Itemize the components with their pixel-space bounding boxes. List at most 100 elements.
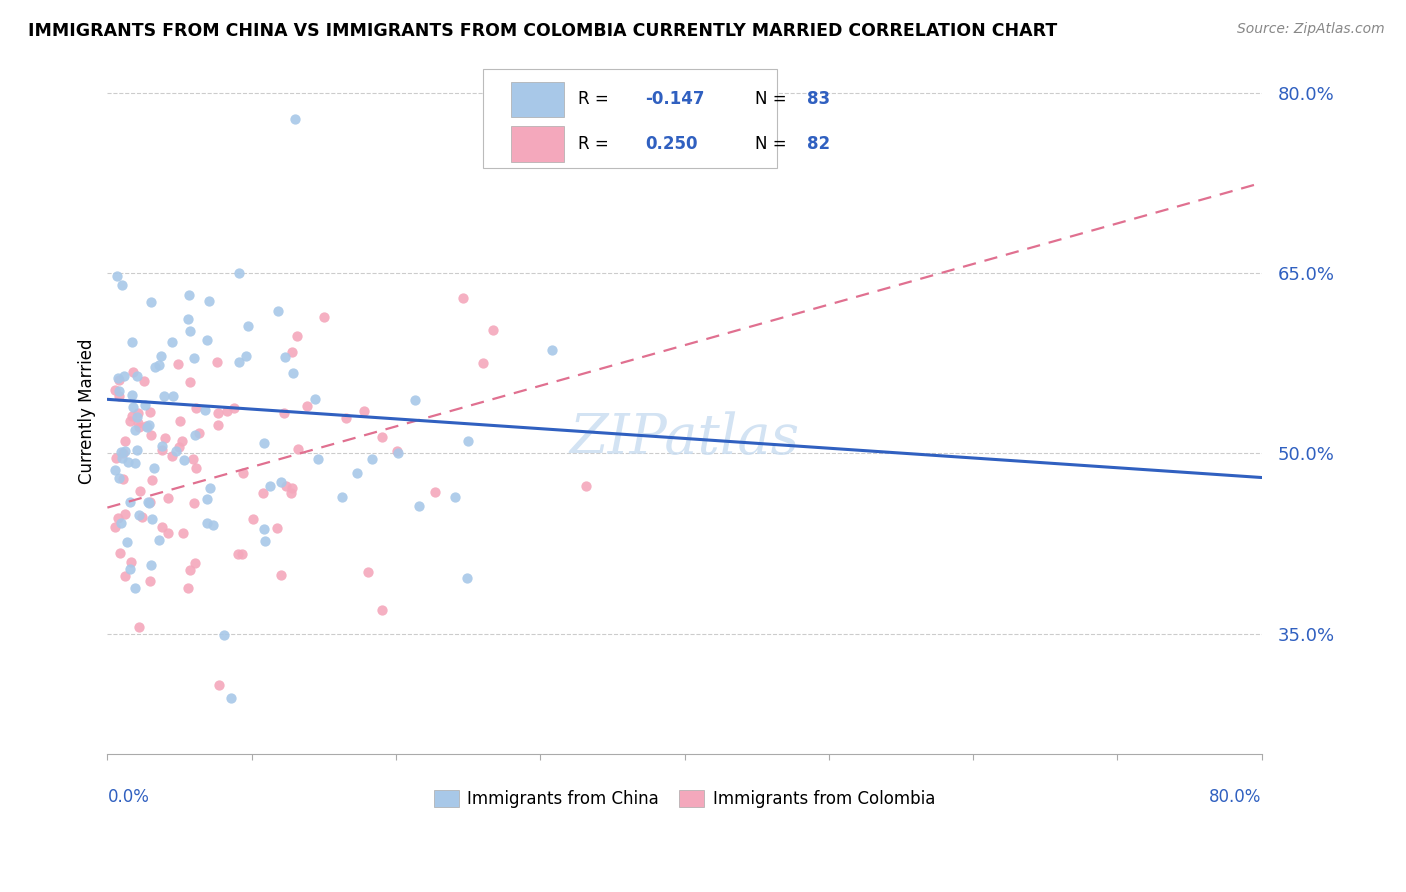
Point bbox=[111, 278, 134, 293]
Point bbox=[127, 368, 149, 383]
Point bbox=[252, 435, 274, 450]
Point bbox=[179, 324, 201, 338]
Point bbox=[451, 291, 474, 305]
Point bbox=[280, 486, 302, 500]
Point bbox=[242, 512, 264, 526]
Point bbox=[387, 443, 409, 458]
Point bbox=[335, 410, 357, 425]
Point bbox=[541, 343, 564, 358]
Point bbox=[131, 509, 153, 524]
Text: 82: 82 bbox=[807, 135, 830, 153]
Point bbox=[194, 402, 217, 417]
Point bbox=[112, 369, 135, 384]
Point bbox=[270, 475, 292, 489]
Point bbox=[231, 547, 253, 561]
Point bbox=[404, 393, 426, 408]
Point bbox=[107, 370, 129, 384]
Point bbox=[370, 430, 392, 444]
Point bbox=[183, 496, 205, 510]
Text: R =: R = bbox=[578, 90, 614, 108]
Point bbox=[127, 406, 149, 420]
Point bbox=[128, 420, 150, 434]
Point bbox=[183, 428, 205, 442]
Point bbox=[138, 405, 160, 419]
Point bbox=[287, 442, 309, 457]
Point bbox=[128, 483, 150, 498]
Point bbox=[183, 351, 205, 365]
Point bbox=[457, 434, 479, 448]
Point bbox=[135, 419, 157, 434]
Point bbox=[108, 384, 131, 399]
Point bbox=[162, 389, 184, 403]
Point bbox=[172, 526, 194, 541]
Point bbox=[217, 404, 239, 418]
Point bbox=[117, 455, 139, 469]
Point bbox=[136, 495, 159, 509]
Point bbox=[152, 442, 174, 457]
Point bbox=[273, 406, 295, 420]
Point bbox=[177, 581, 200, 595]
Text: ZIPatlas: ZIPatlas bbox=[569, 411, 800, 467]
Point bbox=[138, 574, 160, 589]
Point bbox=[252, 486, 274, 500]
Point bbox=[141, 512, 163, 526]
Point bbox=[266, 521, 288, 535]
Point bbox=[259, 479, 281, 493]
Point bbox=[135, 418, 157, 433]
Point bbox=[228, 266, 250, 280]
Point bbox=[127, 416, 149, 430]
Point bbox=[444, 490, 467, 504]
Point bbox=[254, 533, 277, 548]
Point bbox=[236, 318, 259, 333]
Point bbox=[104, 462, 127, 476]
Point bbox=[104, 520, 127, 534]
Point bbox=[177, 288, 200, 302]
Point bbox=[108, 373, 131, 387]
Point bbox=[207, 406, 229, 420]
Point bbox=[198, 481, 221, 495]
Point bbox=[125, 442, 148, 457]
Point bbox=[108, 471, 131, 485]
Point bbox=[184, 401, 207, 416]
Text: R =: R = bbox=[578, 135, 614, 153]
Point bbox=[125, 410, 148, 425]
Point bbox=[124, 423, 146, 437]
Point bbox=[228, 355, 250, 369]
Point bbox=[195, 516, 218, 530]
Point bbox=[143, 461, 166, 475]
Point bbox=[482, 323, 505, 337]
Point bbox=[408, 500, 430, 514]
Point bbox=[122, 365, 145, 379]
Point bbox=[353, 403, 375, 417]
Point bbox=[156, 491, 179, 506]
Point bbox=[122, 400, 145, 414]
Point bbox=[139, 495, 162, 509]
Point bbox=[202, 518, 225, 533]
Point bbox=[114, 434, 136, 448]
Point bbox=[121, 335, 143, 350]
Point bbox=[141, 295, 163, 310]
Point bbox=[114, 569, 136, 583]
Point bbox=[124, 456, 146, 470]
Point bbox=[423, 485, 446, 500]
Point bbox=[121, 409, 143, 423]
Point bbox=[134, 398, 156, 412]
Point bbox=[179, 376, 201, 390]
Point bbox=[152, 520, 174, 534]
Point bbox=[149, 349, 172, 363]
Point bbox=[198, 294, 221, 309]
Point bbox=[307, 451, 329, 466]
Point bbox=[132, 374, 155, 388]
Text: -0.147: -0.147 bbox=[645, 90, 704, 108]
Y-axis label: Currently Married: Currently Married bbox=[79, 339, 96, 484]
Point bbox=[105, 450, 128, 465]
Text: Source: ZipAtlas.com: Source: ZipAtlas.com bbox=[1237, 22, 1385, 37]
Point bbox=[110, 445, 132, 459]
Point bbox=[121, 388, 143, 402]
Point bbox=[219, 690, 242, 705]
Text: N =: N = bbox=[755, 90, 792, 108]
Point bbox=[205, 354, 228, 368]
Point bbox=[314, 310, 336, 324]
Point bbox=[370, 603, 392, 617]
Point bbox=[124, 581, 146, 595]
